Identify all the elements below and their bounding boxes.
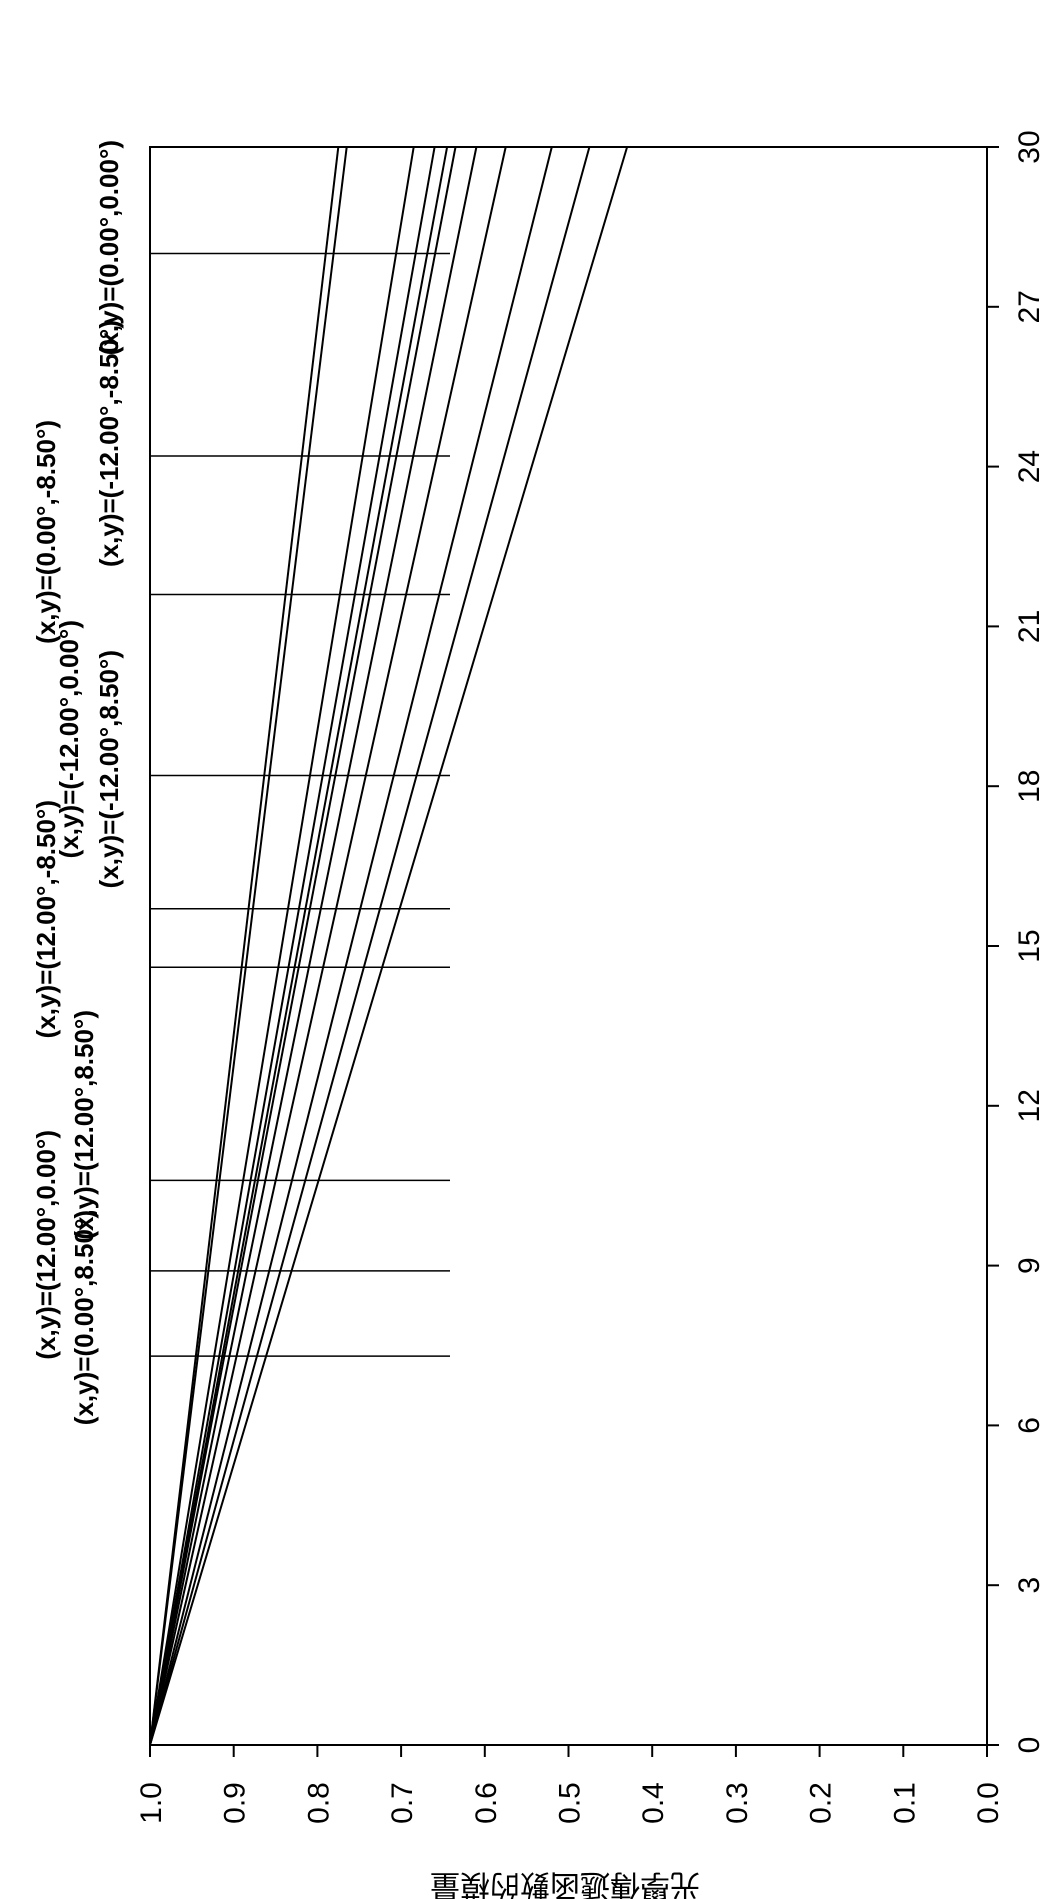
y-tick-label: 0.9: [219, 1782, 252, 1824]
annotation-label: (x,y)=(-12.00°,-8.50°): [94, 320, 124, 567]
x-tick-label: 9: [1013, 1257, 1046, 1274]
y-tick-label: 0.8: [302, 1782, 335, 1824]
y-tick-label: 0.2: [805, 1782, 838, 1824]
mtf-series-line-4: [149, 146, 436, 1746]
mtf-series-line-8: [149, 146, 507, 1746]
plot-frame: [149, 146, 988, 1746]
mtf-series-line-7: [149, 146, 478, 1746]
annotation-label: (x,y)=(12.00°,0.00°): [31, 1130, 61, 1360]
y-tick-label: 0.3: [721, 1782, 754, 1824]
x-tick-label: 24: [1013, 450, 1046, 483]
annotation-label: (x,y)=(0.00°,0.00°): [94, 140, 124, 355]
mtf-series-line-11: [149, 146, 629, 1746]
y-tick-label: 0.6: [470, 1782, 503, 1824]
annotation-label: (x,y)=(12.00°,8.50°): [69, 1010, 99, 1240]
y-tick-label: 0.1: [888, 1782, 921, 1824]
mtf-series-line-10: [149, 146, 591, 1746]
x-tick-label: 30: [1013, 130, 1046, 163]
plot-area: 0.0 0.1 0.2 0.3 0.4 0.5 0.6 0.7 0.8 0.9 1.0 0 3 6 9 12 1…: [31, 130, 1046, 1824]
mtf-series-line-3: [149, 146, 415, 1746]
x-tick-label: 15: [1013, 929, 1046, 962]
mtf-series-line-5: [149, 146, 449, 1746]
y-tick-label: 0.7: [386, 1782, 419, 1824]
y-tick-label: 1.0: [135, 1782, 168, 1824]
annotation-label: (x,y)=(12.00°,-8.50°): [31, 800, 61, 1038]
x-tick-label: 27: [1013, 290, 1046, 323]
annotation-label: (x,y)=(-12.00°,0.00°): [54, 620, 84, 858]
y-tick-label: 0.4: [637, 1782, 670, 1824]
annotation-label: (x,y)=(-12.00°,8.50°): [94, 650, 124, 888]
x-tick-label: 18: [1013, 770, 1046, 803]
x-tick-label: 6: [1013, 1417, 1046, 1434]
x-tick-label: 12: [1013, 1089, 1046, 1122]
annotation-label: (x,y)=(0.00°,-8.50°): [31, 420, 61, 644]
x-tick-label: 3: [1013, 1577, 1046, 1594]
annotation-label: (x,y)=(0.00°,8.50°): [69, 1210, 99, 1425]
y-axis-label: 光學傳遞函數的模量: [430, 1868, 700, 1899]
y-tick-label: 0.5: [554, 1782, 587, 1824]
x-tick-label: 0: [1013, 1737, 1046, 1754]
x-tick-label: 21: [1013, 610, 1046, 643]
mtf-series-line-2: [149, 146, 348, 1746]
mtf-series-line-1: [149, 146, 340, 1746]
y-tick-label: 0.0: [972, 1782, 1005, 1824]
mtf-series-line-9: [149, 146, 553, 1746]
mtf-series-line-6: [149, 146, 457, 1746]
